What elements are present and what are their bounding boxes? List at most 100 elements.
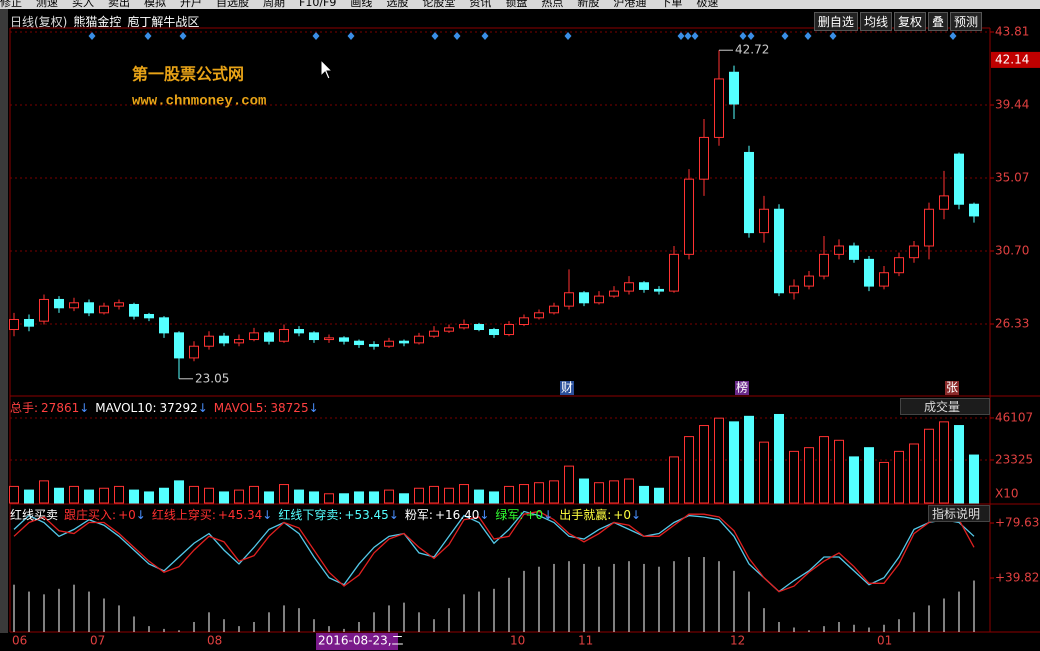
indicator-bar [58,588,60,632]
candle-body [519,317,529,326]
legend-name: 出手就赢: [559,508,612,522]
indicator-bar [418,612,420,632]
toolbar-button[interactable]: 买入 [72,0,94,9]
toolbar-button[interactable]: 锁盘 [505,0,528,9]
toolbar-button[interactable]: 沪港通 [613,0,647,9]
legend-arrow: ↓ [79,400,90,415]
cursor-date: 2016-08-23,二 [318,634,404,648]
toolbar-button[interactable]: 周期 [263,0,285,9]
signal-diamond [347,32,355,40]
y-tick-label: 35.07 [995,171,1029,185]
candle-body [834,245,844,255]
candle-body [549,305,559,314]
volume-bar [879,461,889,504]
volume-bar [414,487,424,504]
indicator-bar [778,621,780,632]
toolbar: 修正 测速 买入 卖出 模拟 开户 自选股 周期 F10/F9 画线 选股 论股堂 资讯 锁盘 热点 新股 沪港… [0,0,1040,9]
unit-label: X10 [995,487,1019,501]
candle-body [714,78,724,138]
volume-bar [399,493,409,504]
toolbar-button[interactable]: 下单 [660,0,683,9]
volume-bar [294,489,304,504]
legend-arrow: ↓ [479,507,490,522]
candle-body [654,288,664,292]
legend-value: 27861 [41,400,80,415]
legend-value: +0 [118,507,136,522]
toolbar-button[interactable]: 修正 [0,0,22,9]
indicator-help[interactable]: 指标说明 [928,505,990,522]
volume-bar [699,425,709,504]
candle-body [84,302,94,314]
volume-bar [159,487,169,504]
event-tag: 财 [561,381,573,395]
stock-name: 熊猫金控 [73,15,122,29]
left-tabs [0,9,8,633]
volume-bar [759,441,769,504]
signal-diamond [144,32,152,40]
cursor-date-bg [316,633,398,650]
indicator-bar [133,616,135,632]
indicator-bar [643,563,645,632]
legend-value: +16.40 [434,507,480,522]
toolbar-button[interactable]: 选股 [386,0,409,9]
header-button[interactable]: 预测 [949,12,982,31]
header-button[interactable]: 均线 [859,12,892,31]
volume-selector[interactable]: 成交量 [900,398,990,415]
volume-bar [639,485,649,504]
event-tag-bg [735,381,749,395]
toolbar-button[interactable]: 极速 [696,0,719,9]
indicator-bar [718,561,720,632]
indicator-bar [733,570,735,632]
candle-body [219,335,229,344]
legend-value: +45.34 [217,507,263,522]
signal-diamond [312,32,320,40]
selector-label[interactable]: 成交量 [923,400,960,414]
toolbar-button[interactable]: 论股堂 [422,0,456,9]
volume-bar [459,484,469,504]
toolbar-button[interactable]: 开户 [180,0,202,9]
candle-body [129,303,139,317]
candle-body [99,305,109,314]
indicator-bar [628,561,630,632]
volume-bar [669,456,679,504]
volume-bar [39,480,49,504]
indicator-bar [163,628,165,632]
volume-bar [504,485,514,504]
toolbar-button[interactable]: 新股 [577,0,600,9]
indicator-bar [13,584,15,632]
candle-body [624,282,634,292]
indicator-bar [703,557,705,632]
header-button[interactable]: 删自选 [813,12,858,31]
volume-bar [954,425,964,504]
toolbar-button[interactable]: 热点 [541,0,564,9]
toolbar-button[interactable]: 模拟 [144,0,166,9]
volume-bar [939,421,949,504]
header-button[interactable]: 叠 [927,12,948,31]
period[interactable]: 日线(复权) [10,15,68,29]
signal-diamond [564,32,572,40]
legend-arrow: ↓ [262,507,273,522]
indicator-bar [313,619,315,632]
candle-body [444,327,454,332]
volume-bar [309,491,319,504]
indicator-bar [223,619,225,632]
x-tick-label: 08 [207,634,222,648]
signal-diamond [88,32,96,40]
toolbar-button[interactable]: 测速 [36,0,58,9]
indicator-bar [763,608,765,632]
toolbar-button[interactable]: 资讯 [469,0,492,9]
indicator-bar [658,566,660,632]
toolbar-button[interactable]: F10/F9 [299,0,337,9]
indicator-line [13,510,975,593]
header-button[interactable]: 复权 [893,12,926,31]
legend-name: 绿军: [495,508,524,522]
toolbar-button[interactable]: 自选股 [216,0,249,9]
toolbar-button[interactable]: 画线 [350,0,373,9]
volume-bar [714,417,724,504]
help-label[interactable]: 指标说明 [931,507,980,521]
indicator-bar [853,624,855,632]
volume-bar [774,413,784,504]
toolbar-button[interactable]: 卖出 [108,0,130,9]
